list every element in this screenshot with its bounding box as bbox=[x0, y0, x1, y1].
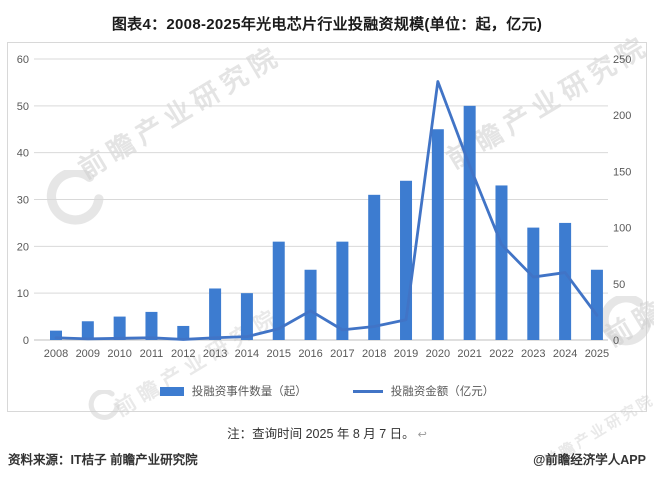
chart-container bbox=[7, 42, 647, 412]
watermark-logo-icon bbox=[88, 390, 120, 420]
bar-swatch-icon bbox=[159, 386, 184, 396]
legend-item-line-series: 投融资金额（亿元） bbox=[352, 383, 495, 399]
watermark-logo-icon bbox=[46, 170, 104, 225]
line-swatch-icon bbox=[352, 389, 383, 393]
legend-item-bar-series: 投融资事件数量（起） bbox=[159, 383, 307, 399]
return-mark-icon: ↩ bbox=[417, 429, 427, 441]
source-text: 资料来源：IT桔子 前瞻产业研究院 bbox=[8, 453, 198, 467]
note-line: 注：查询时间 2025 年 8 月 7 日。 ↩ bbox=[0, 423, 654, 442]
credit-text: @前瞻经济学人APP bbox=[533, 453, 646, 467]
watermark-logo-icon bbox=[600, 296, 652, 346]
legend-label-bar-series: 投融资事件数量（起） bbox=[191, 386, 307, 398]
chart-legend: 投融资事件数量（起） 投融资金额（亿元） bbox=[0, 383, 654, 399]
chart-title: 图表4：2008-2025年光电芯片行业投融资规模(单位：起，亿元) bbox=[111, 16, 543, 33]
note-text: 注：查询时间 2025 年 8 月 7 日。 bbox=[227, 427, 415, 441]
legend-label-line-series: 投融资金额（亿元） bbox=[390, 386, 495, 398]
